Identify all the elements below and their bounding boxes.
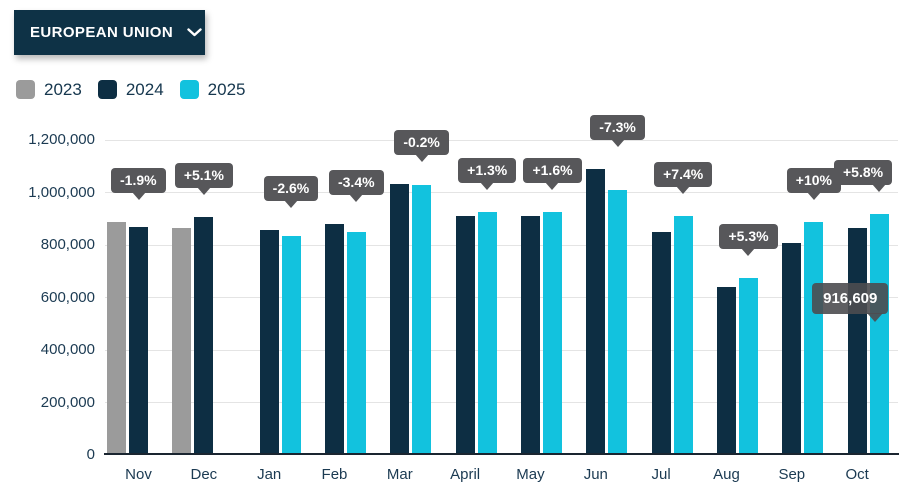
bar-2025-mar[interactable] xyxy=(412,184,432,455)
bar-2024-nov[interactable] xyxy=(129,226,148,455)
tooltip-value-pointer xyxy=(867,313,884,322)
y-axis-label: 1,200,000 xyxy=(28,131,95,148)
x-axis-label: Dec xyxy=(190,466,218,483)
bar-2025-may[interactable] xyxy=(542,211,562,455)
tooltip-pointer xyxy=(545,181,560,190)
chevron-down-icon xyxy=(187,28,202,37)
y-axis-label: 200,000 xyxy=(40,393,95,411)
tooltip-change-april: +1.3% xyxy=(458,158,517,184)
gridline xyxy=(105,244,898,246)
bar-2024-dec[interactable] xyxy=(194,216,214,455)
tooltip-change-aug: +5.3% xyxy=(719,224,778,250)
tooltip-change-nov: -1.9% xyxy=(111,168,166,194)
tooltip-change-mar: -0.2% xyxy=(394,130,449,156)
tooltip-pointer xyxy=(872,184,887,193)
tooltip-value: 916,609 xyxy=(812,283,889,314)
tooltip-pointer xyxy=(741,248,756,257)
bar-2024-oct[interactable] xyxy=(847,227,867,455)
bar-2024-feb[interactable] xyxy=(324,224,344,455)
legend-item-2024[interactable]: 2024 xyxy=(97,80,164,99)
bar-2023-dec[interactable] xyxy=(172,228,192,455)
tooltip-pointer xyxy=(131,192,146,201)
bar-2025-jul[interactable] xyxy=(673,215,693,455)
x-axis-label: April xyxy=(450,466,481,483)
y-axis-label: 800,000 xyxy=(40,236,95,253)
x-axis-label: Oct xyxy=(845,466,869,483)
legend-item-2023[interactable]: 2023 xyxy=(16,80,82,99)
tooltip-pointer xyxy=(480,182,495,191)
bar-2025-feb[interactable] xyxy=(346,231,366,455)
x-axis-label: Aug xyxy=(713,466,740,483)
region-dropdown[interactable]: EUROPEAN UNION xyxy=(14,10,205,55)
tooltip-pointer xyxy=(284,200,299,209)
bar-2024-jul[interactable] xyxy=(651,232,671,455)
x-axis-line xyxy=(104,453,899,455)
bar-2025-sep[interactable] xyxy=(804,222,824,455)
bar-2025-april[interactable] xyxy=(477,212,497,455)
gridline xyxy=(105,139,898,141)
legend-swatch-2025 xyxy=(179,80,199,99)
x-axis-label: Sep xyxy=(778,466,806,483)
tooltip-change-sep: +10% xyxy=(786,168,841,194)
legend-label-2025: 2025 xyxy=(207,80,246,99)
x-axis-label: May xyxy=(516,466,545,483)
gridline xyxy=(105,297,898,298)
y-axis-label: 1,000,000 xyxy=(28,183,95,201)
x-axis-label: Jan xyxy=(257,466,282,483)
bar-2025-jan[interactable] xyxy=(281,236,301,455)
x-axis-label: Jun xyxy=(583,466,608,483)
legend-swatch-2023 xyxy=(16,80,35,99)
legend-swatch-2024 xyxy=(97,80,117,99)
tooltip-change-dec: +5.1% xyxy=(174,162,233,188)
tooltip-change-feb: -3.4% xyxy=(328,170,384,195)
bar-2024-sep[interactable] xyxy=(782,243,802,455)
x-axis-label: Jul xyxy=(651,466,671,483)
y-axis-label: 400,000 xyxy=(40,341,95,358)
bar-2024-jan[interactable] xyxy=(259,230,279,455)
tooltip-change-oct: +5.8% xyxy=(834,160,893,186)
gridline xyxy=(105,349,898,351)
bar-2024-jun[interactable] xyxy=(586,169,606,455)
bar-2025-oct[interactable] xyxy=(869,214,889,455)
bar-2025-aug[interactable] xyxy=(738,278,758,455)
gridline xyxy=(105,192,898,193)
legend-item-2025[interactable]: 2025 xyxy=(179,80,246,99)
tooltip-pointer xyxy=(414,154,429,163)
tooltip-change-jul: +7.4% xyxy=(654,161,713,187)
legend: 2023 2024 2025 xyxy=(16,80,245,99)
tooltip-change-may: +1.6% xyxy=(523,157,582,183)
tooltip-change-jan: -2.6% xyxy=(263,176,319,202)
bar-2024-may[interactable] xyxy=(520,215,540,455)
bar-2023-nov[interactable] xyxy=(107,222,126,455)
x-axis-label: Nov xyxy=(125,466,152,483)
legend-label-2023: 2023 xyxy=(44,80,82,99)
x-axis-label: Feb xyxy=(321,466,348,483)
region-dropdown-label: EUROPEAN UNION xyxy=(30,24,174,41)
bar-2024-aug[interactable] xyxy=(716,287,736,455)
y-axis-label: 0 xyxy=(86,446,95,463)
y-axis-label: 600,000 xyxy=(40,288,95,306)
tooltip-pointer xyxy=(196,186,211,195)
tooltip-pointer xyxy=(349,194,364,202)
gridline xyxy=(105,402,898,403)
bar-2025-jun[interactable] xyxy=(608,189,628,455)
bar-2024-april[interactable] xyxy=(455,215,475,455)
tooltip-change-jun: -7.3% xyxy=(590,115,645,141)
tooltip-pointer xyxy=(610,139,625,148)
bar-2024-mar[interactable] xyxy=(390,184,410,455)
tooltip-pointer xyxy=(676,185,691,194)
legend-label-2024: 2024 xyxy=(125,80,164,99)
tooltip-pointer xyxy=(806,192,821,201)
x-axis-label: Mar xyxy=(386,466,413,483)
